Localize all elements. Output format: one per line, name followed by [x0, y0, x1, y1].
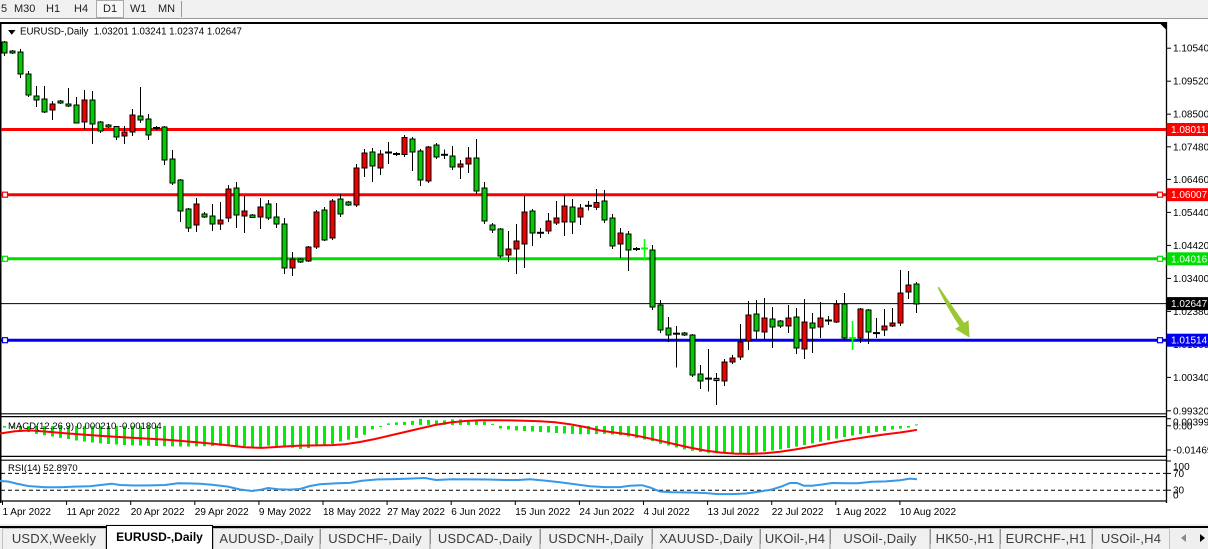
svg-text:70: 70: [1173, 469, 1185, 480]
svg-text:1.06007: 1.06007: [1171, 190, 1208, 201]
svg-text:1.08500: 1.08500: [1173, 110, 1208, 121]
svg-text:1.02647: 1.02647: [1171, 299, 1208, 310]
svg-text:1.02380: 1.02380: [1173, 307, 1208, 318]
svg-text:1.04420: 1.04420: [1173, 241, 1208, 252]
svg-text:29 Apr 2022: 29 Apr 2022: [195, 507, 249, 518]
svg-text:MACD(12,26,9) 0.000210 -0.0018: MACD(12,26,9) 0.000210 -0.001804: [8, 421, 162, 432]
svg-text:1.06460: 1.06460: [1173, 175, 1208, 186]
svg-text:0.99320: 0.99320: [1173, 406, 1208, 417]
svg-text:0: 0: [1173, 491, 1179, 502]
svg-text:10 Aug 2022: 10 Aug 2022: [900, 507, 957, 518]
svg-text:0.00399: 0.00399: [1173, 418, 1208, 429]
svg-text:1 Apr 2022: 1 Apr 2022: [3, 507, 52, 518]
svg-text:-0.014693: -0.014693: [1173, 446, 1208, 457]
svg-text:18 May 2022: 18 May 2022: [323, 507, 381, 518]
svg-text:RSI(14) 52.8970: RSI(14) 52.8970: [8, 463, 78, 474]
svg-text:20 Apr 2022: 20 Apr 2022: [131, 507, 185, 518]
svg-text:1.05440: 1.05440: [1173, 208, 1208, 219]
svg-text:1.09520: 1.09520: [1173, 77, 1208, 88]
svg-text:22 Jul 2022: 22 Jul 2022: [772, 507, 824, 518]
svg-text:1 Aug 2022: 1 Aug 2022: [836, 507, 887, 518]
svg-text:27 May 2022: 27 May 2022: [387, 507, 445, 518]
svg-text:24 Jun 2022: 24 Jun 2022: [579, 507, 634, 518]
svg-text:13 Jul 2022: 13 Jul 2022: [708, 507, 760, 518]
svg-text:1.08011: 1.08011: [1171, 125, 1207, 136]
svg-text:15 Jun 2022: 15 Jun 2022: [515, 507, 570, 518]
svg-text:11 Apr 2022: 11 Apr 2022: [67, 507, 121, 518]
svg-text:1.04016: 1.04016: [1171, 254, 1208, 265]
svg-text:0.00: 0.00: [1173, 422, 1193, 433]
svg-text:EURUSD-,Daily 1.03201 1.03241: EURUSD-,Daily 1.03201 1.03241 1.02374 1.…: [20, 27, 242, 38]
svg-text:1.07480: 1.07480: [1173, 142, 1208, 153]
svg-text:6 Jun 2022: 6 Jun 2022: [451, 507, 501, 518]
svg-text:1.10540: 1.10540: [1173, 44, 1208, 55]
svg-text:4 Jul 2022: 4 Jul 2022: [644, 507, 691, 518]
svg-text:100: 100: [1173, 462, 1190, 473]
svg-text:9 May 2022: 9 May 2022: [259, 507, 312, 518]
svg-text:1.03400: 1.03400: [1173, 274, 1208, 285]
svg-text:30: 30: [1173, 485, 1185, 496]
svg-text:1.00340: 1.00340: [1173, 373, 1208, 384]
svg-text:1.01514: 1.01514: [1171, 336, 1208, 347]
